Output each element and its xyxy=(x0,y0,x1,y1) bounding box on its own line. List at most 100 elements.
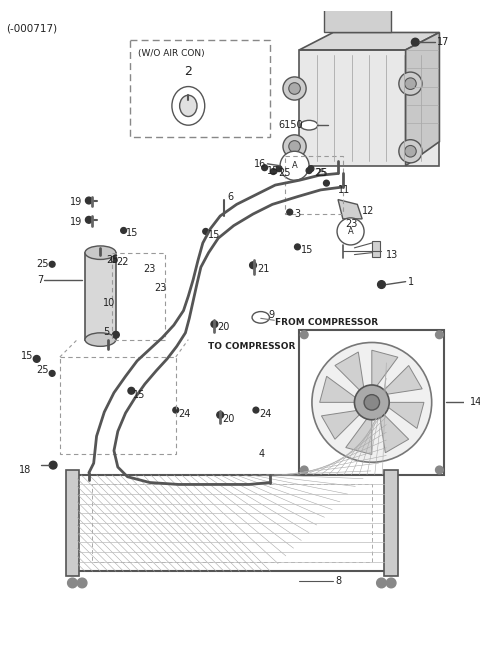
Bar xyxy=(372,241,380,256)
Circle shape xyxy=(49,461,57,469)
Bar xyxy=(300,330,444,475)
Circle shape xyxy=(295,244,300,250)
Text: 23: 23 xyxy=(155,283,167,293)
Text: (-000717): (-000717) xyxy=(6,24,57,33)
Circle shape xyxy=(211,321,218,327)
Text: 19: 19 xyxy=(70,216,82,227)
Ellipse shape xyxy=(252,312,269,323)
Circle shape xyxy=(85,197,92,204)
Bar xyxy=(300,50,439,166)
Circle shape xyxy=(203,228,209,234)
Bar xyxy=(324,9,391,33)
Text: 11: 11 xyxy=(338,185,350,195)
Text: 15: 15 xyxy=(301,245,314,255)
Circle shape xyxy=(312,342,432,462)
Polygon shape xyxy=(346,412,372,455)
Text: 4: 4 xyxy=(259,449,265,459)
Bar xyxy=(285,156,343,214)
Bar xyxy=(131,40,270,137)
Circle shape xyxy=(364,395,380,410)
Polygon shape xyxy=(382,402,424,428)
Text: 7: 7 xyxy=(36,275,43,285)
Circle shape xyxy=(68,578,77,588)
Circle shape xyxy=(435,466,443,474)
Ellipse shape xyxy=(300,120,318,130)
Polygon shape xyxy=(379,365,422,396)
Circle shape xyxy=(85,216,92,223)
Circle shape xyxy=(280,152,309,180)
Text: 21: 21 xyxy=(257,264,269,274)
Text: 23: 23 xyxy=(143,264,156,274)
Text: (W/O AIR CON): (W/O AIR CON) xyxy=(138,49,205,58)
Text: 24: 24 xyxy=(179,409,191,419)
Circle shape xyxy=(289,140,300,152)
Circle shape xyxy=(111,256,117,262)
Polygon shape xyxy=(372,350,398,393)
Text: 17: 17 xyxy=(436,37,449,47)
Bar xyxy=(60,357,176,453)
Circle shape xyxy=(128,388,135,394)
Circle shape xyxy=(250,262,256,268)
Ellipse shape xyxy=(85,246,116,259)
Circle shape xyxy=(300,331,308,338)
Bar xyxy=(384,470,398,576)
Text: 13: 13 xyxy=(386,249,398,260)
Text: 10: 10 xyxy=(103,298,116,308)
Text: 15: 15 xyxy=(126,228,138,238)
Circle shape xyxy=(411,38,419,46)
Polygon shape xyxy=(335,352,365,396)
Circle shape xyxy=(386,578,396,588)
Circle shape xyxy=(253,407,259,413)
Text: 25: 25 xyxy=(314,169,326,178)
Polygon shape xyxy=(320,377,362,402)
Text: 15: 15 xyxy=(21,351,34,361)
Text: 3: 3 xyxy=(295,209,300,219)
Ellipse shape xyxy=(85,333,116,346)
Text: 6: 6 xyxy=(227,192,233,201)
Text: 12: 12 xyxy=(362,206,374,216)
Text: 22: 22 xyxy=(116,257,128,268)
Ellipse shape xyxy=(172,87,205,125)
Circle shape xyxy=(289,83,300,94)
Circle shape xyxy=(378,281,385,289)
Circle shape xyxy=(49,371,55,377)
Circle shape xyxy=(276,166,282,172)
Polygon shape xyxy=(322,409,365,440)
Text: 14: 14 xyxy=(470,398,480,407)
Text: 19: 19 xyxy=(70,197,82,207)
Circle shape xyxy=(306,168,312,173)
Text: 20: 20 xyxy=(217,322,229,332)
Polygon shape xyxy=(338,199,362,219)
Circle shape xyxy=(399,72,422,95)
Text: TO COMPRESSOR: TO COMPRESSOR xyxy=(208,342,295,351)
Text: 5: 5 xyxy=(103,327,109,337)
Text: FROM COMPRESSOR: FROM COMPRESSOR xyxy=(275,318,378,327)
Circle shape xyxy=(217,411,224,419)
Bar xyxy=(112,253,165,340)
Text: 15: 15 xyxy=(266,165,279,176)
Text: 15: 15 xyxy=(208,230,220,240)
Circle shape xyxy=(112,331,119,338)
Text: 25: 25 xyxy=(106,255,119,266)
Bar xyxy=(92,484,372,562)
Circle shape xyxy=(435,331,443,338)
Circle shape xyxy=(262,165,267,171)
Text: A: A xyxy=(292,161,298,171)
Text: 20: 20 xyxy=(222,414,235,424)
Text: 25: 25 xyxy=(315,169,327,178)
Text: 8: 8 xyxy=(335,576,341,586)
Polygon shape xyxy=(379,409,408,453)
Circle shape xyxy=(33,356,40,362)
Text: 6150: 6150 xyxy=(278,120,303,130)
Text: 25: 25 xyxy=(278,169,290,178)
Bar xyxy=(77,475,386,571)
Text: 25: 25 xyxy=(36,365,49,375)
Circle shape xyxy=(287,209,293,215)
Circle shape xyxy=(77,578,87,588)
Text: 15: 15 xyxy=(133,390,145,400)
Ellipse shape xyxy=(180,95,197,117)
Circle shape xyxy=(173,407,179,413)
Circle shape xyxy=(399,140,422,163)
Circle shape xyxy=(324,180,329,186)
Text: 2: 2 xyxy=(184,64,192,77)
